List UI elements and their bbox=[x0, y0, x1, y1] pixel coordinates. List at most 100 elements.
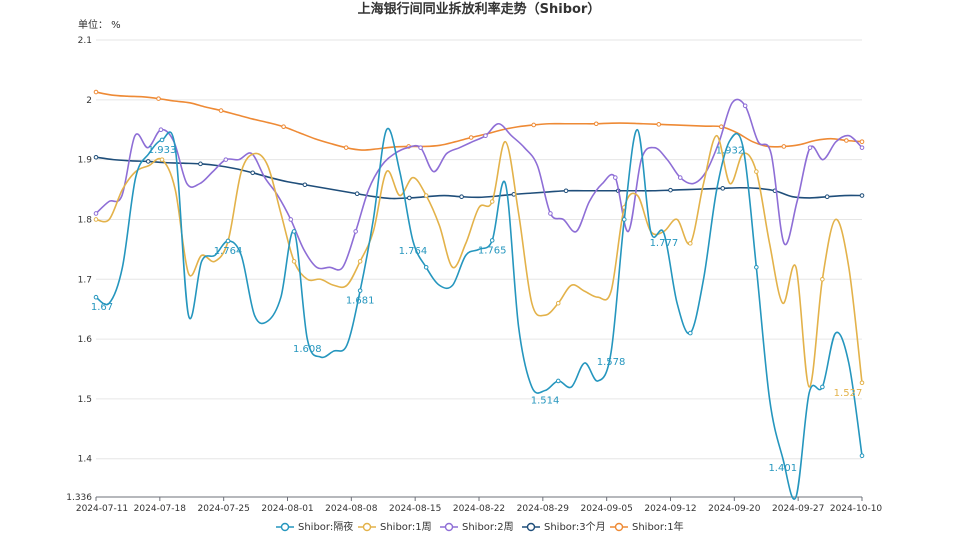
x-tick-label: 2024-07-11 bbox=[76, 504, 128, 514]
data-labels: 1.67 1.933 1.764 1.608 1.681 1.764 1.765 1.514 1… bbox=[91, 145, 862, 474]
x-tick-label: 2024-10-10 bbox=[830, 504, 883, 514]
data-point bbox=[423, 193, 429, 198]
data-label: 1.777 bbox=[650, 238, 679, 249]
series-2 bbox=[93, 98, 865, 271]
legend-item[interactable]: Shibor:3个月 bbox=[522, 521, 606, 533]
data-point bbox=[489, 238, 495, 243]
data-point bbox=[468, 135, 474, 140]
data-point bbox=[158, 127, 164, 133]
data-point bbox=[354, 191, 360, 197]
y-tick-label: 1.9 bbox=[78, 156, 93, 166]
series-0 bbox=[93, 127, 865, 500]
data-point bbox=[156, 96, 161, 101]
data-label: 1.681 bbox=[346, 296, 375, 307]
y-tick-label: 1.5 bbox=[78, 395, 92, 405]
data-point bbox=[459, 194, 464, 200]
data-point bbox=[93, 294, 99, 300]
data-point bbox=[688, 241, 693, 246]
y-tick-label: 1.8 bbox=[78, 215, 93, 225]
series-line bbox=[95, 98, 863, 271]
x-axis: 2024-07-11 2024-07-18 2024-07-25 2024-08-01… bbox=[76, 496, 883, 514]
data-point bbox=[555, 378, 561, 384]
data-label: 1.401 bbox=[768, 463, 797, 474]
data-point bbox=[613, 175, 618, 180]
y-tick-label: 2.1 bbox=[78, 36, 92, 46]
data-point bbox=[807, 145, 813, 150]
legend-item[interactable]: Shibor:1年 bbox=[610, 520, 684, 533]
legend-marker bbox=[362, 522, 372, 532]
data-label: 1.578 bbox=[597, 357, 626, 368]
y-tick-label: 1.336 bbox=[66, 493, 92, 503]
x-tick-label: 2024-08-01 bbox=[261, 504, 313, 514]
data-label: 1.932 bbox=[716, 145, 745, 156]
data-point bbox=[93, 211, 99, 216]
legend-item[interactable]: Shibor:1周 bbox=[358, 521, 432, 533]
data-point bbox=[198, 161, 203, 167]
x-tick-label: 2024-08-29 bbox=[517, 504, 570, 514]
data-point bbox=[291, 229, 297, 234]
data-point bbox=[291, 259, 297, 264]
data-point bbox=[720, 186, 726, 191]
data-point bbox=[145, 159, 151, 164]
x-tick-label: 2024-08-15 bbox=[389, 504, 441, 514]
data-point bbox=[223, 157, 229, 162]
data-point bbox=[820, 384, 825, 390]
series-4 bbox=[93, 89, 865, 151]
data-point bbox=[343, 145, 349, 150]
data-point bbox=[844, 138, 849, 143]
data-point bbox=[593, 121, 599, 127]
legend-item[interactable]: Shibor:隔夜 bbox=[276, 520, 353, 533]
series-1 bbox=[93, 134, 865, 388]
y-tick-label: 1.7 bbox=[78, 275, 92, 285]
series-lines bbox=[93, 89, 865, 500]
legend-marker bbox=[444, 522, 454, 532]
data-point bbox=[93, 154, 99, 160]
data-point bbox=[288, 217, 294, 222]
y-axis-unit-label: 单位： % bbox=[78, 18, 121, 31]
data-point bbox=[159, 137, 165, 143]
x-tick-label: 2024-09-20 bbox=[708, 504, 761, 514]
series-3 bbox=[93, 154, 865, 201]
data-point bbox=[656, 122, 662, 127]
series-line bbox=[95, 127, 863, 500]
legend-label: Shibor:隔夜 bbox=[298, 520, 353, 533]
data-point bbox=[353, 229, 358, 234]
data-point bbox=[677, 175, 683, 180]
data-point bbox=[859, 145, 865, 150]
data-point bbox=[159, 157, 165, 162]
data-point bbox=[859, 453, 865, 459]
data-point bbox=[407, 195, 412, 201]
data-point bbox=[489, 199, 495, 204]
data-point bbox=[621, 217, 627, 222]
data-point bbox=[859, 139, 865, 144]
data-point bbox=[859, 193, 865, 198]
legend-label: Shibor:2周 bbox=[462, 521, 514, 533]
data-point bbox=[531, 122, 537, 128]
y-tick-label: 1.4 bbox=[78, 455, 93, 465]
data-point bbox=[824, 194, 830, 200]
data-point bbox=[820, 276, 825, 282]
data-label: 1.764 bbox=[214, 246, 243, 257]
legend-marker bbox=[526, 522, 536, 532]
data-point bbox=[418, 145, 423, 150]
data-point bbox=[93, 89, 99, 95]
y-tick-label: 1.6 bbox=[78, 335, 93, 345]
legend-label: Shibor:1年 bbox=[632, 520, 684, 533]
legend-item[interactable]: Shibor:2周 bbox=[440, 521, 514, 533]
data-point bbox=[281, 124, 286, 130]
data-point bbox=[357, 288, 363, 293]
legend[interactable]: Shibor:隔夜 Shibor:1周 Shibor:2周 Shibor:3个月 Shi… bbox=[276, 520, 684, 533]
x-tick-label: 2024-08-08 bbox=[325, 504, 378, 514]
x-tick-label: 2024-07-18 bbox=[134, 504, 187, 514]
data-point bbox=[668, 187, 673, 193]
y-tick-label: 2 bbox=[86, 96, 92, 106]
legend-marker bbox=[280, 522, 290, 532]
data-point bbox=[483, 133, 488, 139]
data-label: 1.527 bbox=[834, 388, 863, 399]
data-point bbox=[423, 265, 429, 270]
data-point bbox=[93, 217, 99, 222]
data-point bbox=[688, 330, 693, 336]
x-tick-label: 2024-09-12 bbox=[644, 504, 696, 514]
chart-title: 上海银行间同业拆放利率走势（Shibor） bbox=[358, 1, 601, 17]
